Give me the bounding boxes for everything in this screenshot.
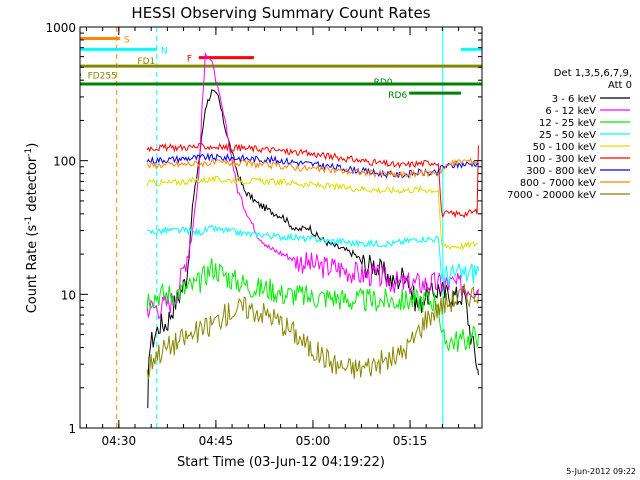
legend-label: 12 - 25 keV: [539, 118, 596, 129]
legend-header: Det 1,3,5,6,7,9,: [554, 68, 632, 79]
series-line-12-25-kev: [146, 258, 479, 352]
series-line-7000-20000-kev: [146, 283, 479, 380]
legend-label: 800 - 7000 keV: [520, 178, 596, 189]
y-tick-label: 1000: [45, 21, 76, 35]
flag-label-rd0: RD0: [374, 78, 393, 88]
series-line-100-300-kev: [146, 142, 479, 219]
y-tick-label: 10: [61, 288, 76, 302]
legend-attenuator: Att 0: [608, 80, 632, 91]
y-axis-label: Count Rate (s-1 detector-1): [24, 143, 40, 314]
y-axis: 1 10 100 1000: [45, 21, 482, 436]
y-tick-label: 100: [53, 155, 76, 169]
x-tick-label: 05:00: [296, 434, 331, 448]
series-line-25-50-kev: [147, 224, 479, 286]
legend-label: 25 - 50 keV: [539, 130, 596, 141]
series-line-3-6-kev: [147, 89, 479, 409]
flag-label-n: N: [161, 46, 168, 56]
series-line-50-100-kev: [146, 174, 479, 251]
legend-label: 100 - 300 keV: [526, 154, 596, 165]
x-axis: 04:30 04:45 05:00 05:15: [85, 27, 476, 448]
flag-label-s: S: [124, 36, 130, 46]
series-line-800-7000-kev: [146, 156, 479, 180]
x-axis-label: Start Time (03-Jun-12 04:19:22): [177, 455, 385, 470]
legend-label: 7000 - 20000 keV: [507, 190, 596, 201]
flag-bars: S N F FD1 FD255 RD0 RD6: [80, 36, 482, 101]
footer-date: 5-Jun-2012 09:22: [566, 467, 636, 476]
legend-label: 50 - 100 keV: [533, 142, 597, 153]
legend-label: 300 - 800 keV: [526, 166, 596, 177]
chart-title: HESSI Observing Summary Count Rates: [131, 4, 430, 22]
flag-label-f: F: [187, 55, 192, 65]
flag-label-fd1: FD1: [137, 57, 155, 67]
series-line-300-800-kev: [146, 152, 479, 179]
x-tick-label: 05:15: [393, 434, 428, 448]
series-line-6-12-kev: [146, 51, 479, 320]
series-lines: [146, 51, 479, 409]
legend-label: 6 - 12 keV: [545, 106, 596, 117]
flag-label-fd255: FD255: [88, 72, 117, 82]
legend-label: 3 - 6 keV: [552, 94, 596, 105]
x-tick-label: 04:45: [199, 434, 234, 448]
x-tick-label: 04:30: [102, 434, 137, 448]
flag-label-rd6: RD6: [388, 91, 407, 101]
y-tick-label: 1: [68, 422, 76, 436]
